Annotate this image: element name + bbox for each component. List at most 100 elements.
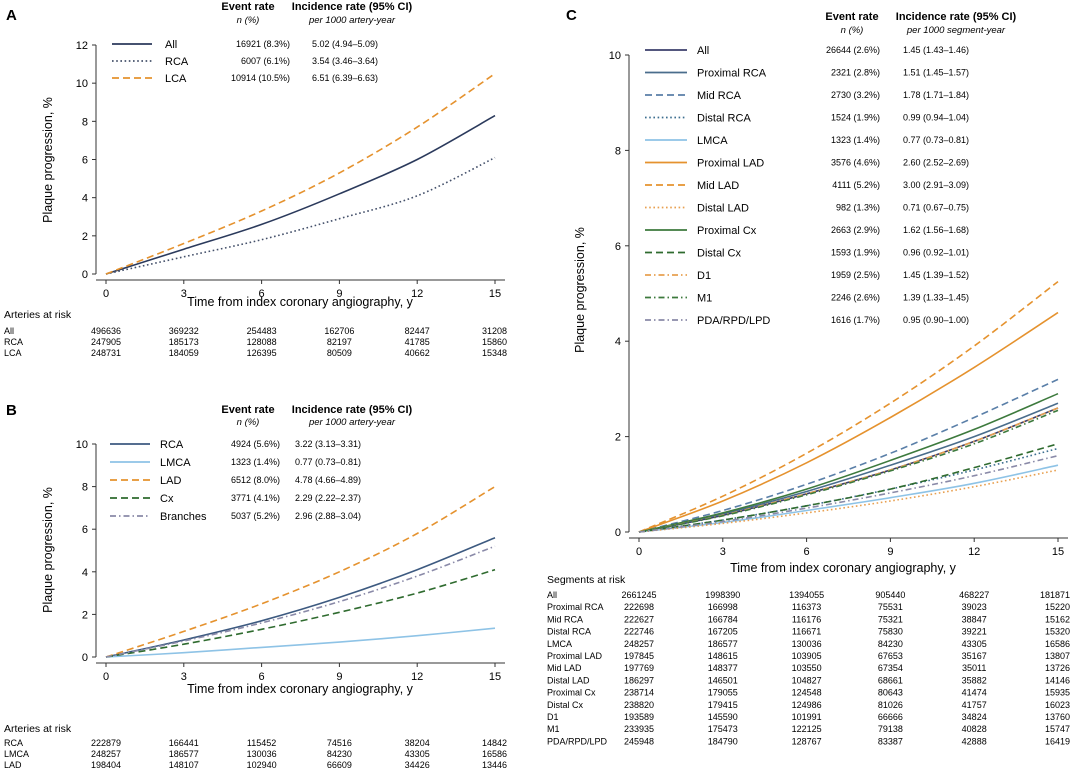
legend-event-rate: 1323 (1.4%) <box>231 457 280 467</box>
risk-value: 42888 <box>962 736 987 746</box>
risk-value: 31208 <box>482 326 507 336</box>
risk-row-label: PDA/RPD/LPD <box>547 736 608 746</box>
risk-value: 104827 <box>792 675 822 685</box>
series-line-m1 <box>638 409 1059 533</box>
legend-incidence-rate: 0.99 (0.94–1.04) <box>903 113 969 123</box>
risk-value: 162706 <box>324 326 354 336</box>
legend-event-rate: 1524 (1.9%) <box>831 113 880 123</box>
risk-value: 197769 <box>624 663 654 673</box>
legend-event-rate: 6007 (6.1%) <box>241 56 290 66</box>
legend-label: RCA <box>165 56 189 68</box>
series-line-all <box>105 114 496 275</box>
risk-row-label: D1 <box>547 712 559 722</box>
series-line-lca <box>105 72 496 275</box>
risk-value: 181871 <box>1040 590 1070 600</box>
x-tick-label: 12 <box>968 546 980 558</box>
panel-letter: C <box>566 7 577 24</box>
risk-value: 80509 <box>327 348 352 358</box>
risk-value: 179415 <box>708 700 738 710</box>
risk-value: 15747 <box>1045 724 1070 734</box>
legend-event-rate: 1959 (2.5%) <box>831 270 880 280</box>
legend-label: Proximal LAD <box>697 158 764 170</box>
legend-incidence-rate: 2.96 (2.88–3.04) <box>295 511 361 521</box>
risk-row-label: Distal LAD <box>547 675 590 685</box>
y-tick-label: 6 <box>615 241 621 253</box>
risk-value: 248257 <box>624 639 654 649</box>
x-tick-label: 15 <box>489 671 501 683</box>
risk-value: 124986 <box>792 700 822 710</box>
panel-letter: A <box>6 7 17 24</box>
event-rate-header: Event rate <box>825 11 878 23</box>
risk-table-title: Arteries at risk <box>4 309 72 321</box>
x-axis-label: Time from index coronary angiography, y <box>730 561 957 575</box>
y-tick-label: 8 <box>615 145 621 157</box>
legend-label: PDA/RPD/LPD <box>697 315 770 327</box>
x-axis-label: Time from index coronary angiography, y <box>187 682 414 696</box>
incidence-rate-subheader: per 1000 artery-year <box>308 417 396 428</box>
x-tick-label: 15 <box>1052 546 1064 558</box>
risk-value: 148615 <box>708 651 738 661</box>
risk-value: 41785 <box>405 337 430 347</box>
y-tick-label: 2 <box>82 609 88 621</box>
series-line-rca <box>105 156 496 275</box>
risk-value: 2661245 <box>621 590 656 600</box>
risk-value: 146501 <box>708 675 738 685</box>
risk-value: 34426 <box>405 760 430 769</box>
risk-value: 41474 <box>962 688 987 698</box>
risk-value: 101991 <box>792 712 822 722</box>
legend-label: Mid RCA <box>697 90 742 102</box>
y-axis-label: Plaque progression, % <box>41 97 55 223</box>
risk-value: 468227 <box>959 590 989 600</box>
risk-value: 82197 <box>327 337 352 347</box>
risk-value: 83387 <box>878 736 903 746</box>
legend-incidence-rate: 4.78 (4.66–4.89) <box>295 475 361 485</box>
risk-row-label: Distal Cx <box>547 700 584 710</box>
x-tick-label: 6 <box>259 288 265 300</box>
risk-value: 496636 <box>91 326 121 336</box>
legend-label: LMCA <box>160 457 191 469</box>
legend-incidence-rate: 2.29 (2.22–2.37) <box>295 493 361 503</box>
series-line-proximal-lad <box>638 311 1059 533</box>
risk-value: 103550 <box>792 663 822 673</box>
risk-value: 66609 <box>327 760 352 769</box>
legend-incidence-rate: 1.78 (1.71–1.84) <box>903 90 969 100</box>
legend-event-rate: 6512 (8.0%) <box>231 475 280 485</box>
x-tick-label: 0 <box>636 546 642 558</box>
risk-value: 79138 <box>878 724 903 734</box>
x-tick-label: 3 <box>720 546 726 558</box>
risk-value: 34824 <box>962 712 987 722</box>
y-tick-label: 10 <box>76 439 88 451</box>
legend-label: M1 <box>697 293 712 305</box>
risk-value: 43305 <box>405 749 430 759</box>
x-tick-label: 3 <box>181 671 187 683</box>
risk-value: 186577 <box>708 639 738 649</box>
risk-value: 40828 <box>962 724 987 734</box>
y-axis-label: Plaque progression, % <box>41 487 55 613</box>
legend-label: Distal RCA <box>697 113 751 125</box>
legend-incidence-rate: 6.51 (6.39–6.63) <box>312 73 378 83</box>
risk-value: 15220 <box>1045 602 1070 612</box>
risk-value: 81026 <box>878 700 903 710</box>
series-line-distal-rca <box>638 447 1059 533</box>
risk-value: 115452 <box>247 738 276 748</box>
risk-value: 369232 <box>169 326 199 336</box>
risk-value: 1998390 <box>705 590 740 600</box>
x-tick-label: 9 <box>336 671 342 683</box>
risk-value: 184790 <box>708 736 738 746</box>
legend-event-rate: 2321 (2.8%) <box>831 68 880 78</box>
risk-value: 130036 <box>247 749 277 759</box>
series-line-branches <box>105 545 496 658</box>
risk-row-label: LAD <box>4 760 22 769</box>
x-tick-label: 12 <box>411 288 423 300</box>
risk-value: 102940 <box>247 760 277 769</box>
legend-event-rate: 10914 (10.5%) <box>231 73 290 83</box>
risk-value: 13446 <box>482 760 507 769</box>
risk-value: 40662 <box>405 348 430 358</box>
risk-value: 14146 <box>1045 675 1070 685</box>
legend-event-rate: 2663 (2.9%) <box>831 225 880 235</box>
risk-value: 15320 <box>1045 627 1070 637</box>
incidence-rate-header: Incidence rate (95% CI) <box>292 1 413 13</box>
series-line-distal-cx <box>638 443 1059 533</box>
risk-value: 43305 <box>962 639 987 649</box>
